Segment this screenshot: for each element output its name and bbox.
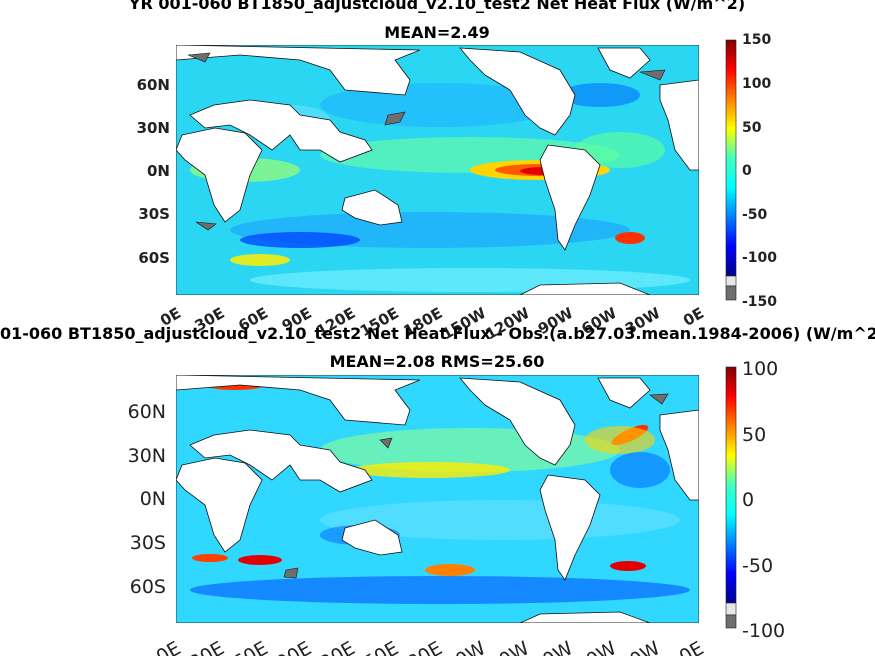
- panel-2-lat-axis: 60N 30N 0N 30S 60S: [128, 401, 166, 598]
- cbar2-tick: 50: [742, 424, 766, 446]
- cbar1-tick: 100: [742, 76, 771, 92]
- cbar1-tick: -100: [742, 250, 777, 266]
- lon-tick: 90E: [273, 637, 315, 656]
- lat-tick: 0N: [147, 162, 170, 180]
- lon-tick: 30W: [616, 637, 664, 656]
- lat-tick: 60S: [138, 249, 170, 267]
- cbar2-tick: 0: [742, 489, 754, 511]
- panel-1-lat-axis: 60N 30N 0N 30S 60S: [137, 76, 170, 267]
- lat-tick: 0N: [140, 488, 166, 510]
- panel-2-subtitle: MEAN=2.08 RMS=25.60: [330, 352, 545, 371]
- lon-tick: 90W: [529, 637, 577, 656]
- panel-2-lon-axis: 0E30E60E90E120E150E180E150W120W90W60W30W…: [153, 637, 708, 656]
- cbar1-tick: 0: [742, 163, 752, 179]
- cbar1-tick: -50: [742, 207, 768, 223]
- panel-2-title: 001-060 BT1850_adjustcloud_v2.10_test2 N…: [0, 324, 875, 343]
- lon-tick: 60E: [229, 637, 271, 656]
- cbar1-tick: -150: [742, 294, 777, 310]
- panel-2-map: [176, 375, 699, 623]
- cbar1-tick: 50: [742, 120, 762, 136]
- panel-1-title: YR 001-060 BT1850_adjustcloud_v2.10_test…: [128, 0, 745, 13]
- cbar1-tick: 150: [742, 32, 771, 48]
- panel-1-map: [176, 45, 699, 295]
- lon-tick: 120E: [306, 637, 359, 656]
- lon-tick: 30E: [186, 637, 228, 656]
- cbar2-tick: -50: [742, 555, 773, 577]
- cbar2-tick: 100: [742, 358, 778, 380]
- cbar2-tick: -100: [742, 620, 785, 642]
- lat-tick: 30N: [137, 119, 170, 137]
- panel-1-subtitle: MEAN=2.49: [384, 23, 490, 42]
- lat-tick: 30N: [128, 445, 166, 467]
- lon-tick: 60W: [572, 637, 620, 656]
- panel-2: 001-060 BT1850_adjustcloud_v2.10_test2 N…: [0, 324, 875, 656]
- panel-1: YR 001-060 BT1850_adjustcloud_v2.10_test…: [128, 0, 777, 343]
- lon-tick: 0E: [153, 637, 185, 656]
- lon-tick: 180E: [393, 637, 446, 656]
- panel-2-colorbar: 100 50 0 -50 -100: [725, 358, 785, 642]
- panel-1-colorbar: 150 100 50 0 -50 -100 -150: [725, 32, 777, 310]
- lat-tick: 60S: [130, 576, 166, 598]
- lat-tick: 60N: [137, 76, 170, 94]
- lon-tick: 0E: [676, 637, 708, 656]
- lat-tick: 60N: [128, 401, 166, 423]
- lon-tick: 150E: [350, 637, 403, 656]
- lat-tick: 30S: [138, 205, 170, 223]
- lat-tick: 30S: [130, 532, 166, 554]
